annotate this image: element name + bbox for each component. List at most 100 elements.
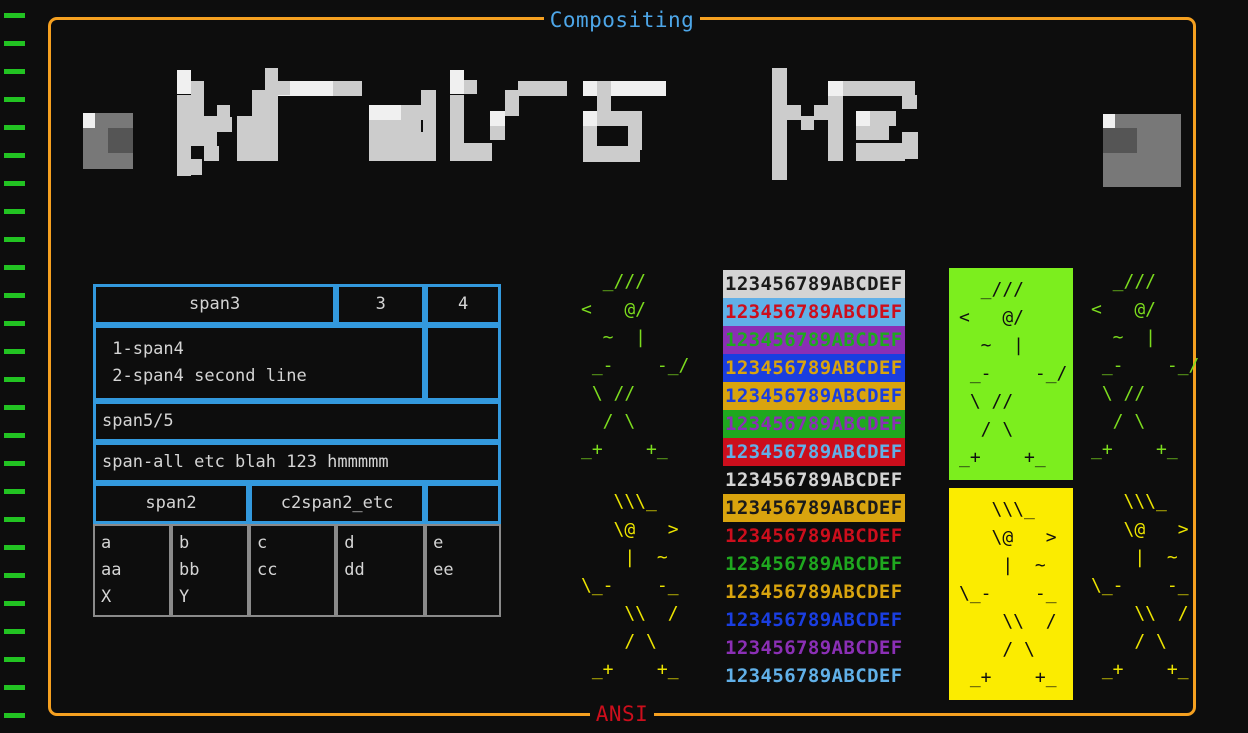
banner-pixel-block xyxy=(204,116,218,146)
banner-pixel-block xyxy=(191,81,205,95)
ansi-color-row: 123456789ABCDEF xyxy=(723,270,905,298)
panel-title-text: Compositing xyxy=(543,8,701,32)
banner-pixel-block xyxy=(278,81,333,96)
banner-pixel-block xyxy=(855,125,890,141)
banner-pixel-block xyxy=(828,95,843,161)
ascii-walker-green-right-top-2: _/// < @/ ~ | _- -_/ \ // / \ _+ +_ xyxy=(1091,271,1200,460)
banner-pixel-block xyxy=(333,81,362,96)
banner-pixel-block xyxy=(177,159,202,176)
banner-pixel-block xyxy=(177,94,192,176)
banner-pixel-block xyxy=(855,110,870,126)
rail-dash xyxy=(4,573,25,578)
table-cell: 4 xyxy=(425,284,501,325)
rail-dash xyxy=(4,209,25,214)
banner-pixel-block xyxy=(517,81,567,96)
banner-pixel-block xyxy=(369,144,422,161)
table-cell: span3 xyxy=(93,284,337,325)
banner-pixel-block xyxy=(265,103,279,115)
ascii-walker-yellow-highlight-bottom: \\\_ \@ > | ~ \_- -_ \\ / / \ _+ +_ xyxy=(949,488,1073,700)
banner-pixel-block xyxy=(278,81,291,95)
ansi-color-row: 123456789ABCDEF xyxy=(723,354,905,382)
rail-dash xyxy=(4,97,25,102)
table-cell: d dd xyxy=(336,524,426,617)
banner-pixel-block xyxy=(252,90,266,161)
rail-dash xyxy=(4,517,25,522)
table-cell: span-all etc blah 123 hmmmmm xyxy=(93,442,501,483)
banner-pixel-block xyxy=(855,143,905,161)
compositing-panel: Compositing ANSI span3 3 4 1-span4 2-span4… xyxy=(48,8,1199,726)
banner-pixel-block xyxy=(814,105,829,121)
table-row: span-all etc blah 123 hmmmmm xyxy=(93,442,501,483)
ascii-walker-yellow-left-bottom: \\\_ \@ > | ~ \_- -_ \\ / / \ _+ +_ xyxy=(581,491,679,680)
ansi-color-row: 123456789ABCDEF xyxy=(723,578,905,606)
banner-pixel-block xyxy=(490,125,505,141)
rail-dash xyxy=(4,13,25,18)
ansi-color-row: 123456789ABCDEF xyxy=(723,298,905,326)
panel-footer: ANSI xyxy=(51,701,1193,727)
ansi-color-row: 123456789ABCDEF xyxy=(723,550,905,578)
banner-pixel-block xyxy=(108,128,133,153)
banner-pixel-block xyxy=(772,160,787,180)
banner-pixel-block xyxy=(177,70,192,95)
banner-pixel-block xyxy=(83,152,133,169)
table-row: 1-span4 2-span4 second line xyxy=(93,325,501,401)
table-cell: 3 xyxy=(336,284,426,325)
banner-pixel-block xyxy=(369,120,422,145)
ansi-color-block-top: 123456789ABCDEF 123456789ABCDEF 123456789A… xyxy=(723,270,905,466)
ansi-color-row: 123456789ABCDEF xyxy=(723,606,905,634)
banner-pixel-block xyxy=(464,79,478,95)
table-body: span3 3 4 1-span4 2-span4 second line span5… xyxy=(93,284,501,617)
banner-pixel-block xyxy=(772,67,787,162)
banner-pixel-block xyxy=(828,81,843,96)
content-area: span3 3 4 1-span4 2-span4 second line span5… xyxy=(91,260,1241,710)
ansi-color-row: 123456789ABCDEF xyxy=(723,410,905,438)
table-cell xyxy=(425,483,501,524)
ansi-color-row: 123456789ABCDEF xyxy=(723,662,905,690)
ansi-color-row: 123456789ABCDEF xyxy=(723,466,905,494)
rail-dash xyxy=(4,349,25,354)
welcome-banner xyxy=(73,54,1181,214)
banner-pixel-block xyxy=(582,81,597,96)
table-cell xyxy=(425,325,501,401)
table-cell: span2 xyxy=(93,483,250,524)
ascii-walker-green-right-top: _/// < @/ ~ | _- -_/ \ // / \ _+ +_ xyxy=(581,271,690,460)
ansi-color-row: 123456789ABCDEF xyxy=(723,634,905,662)
banner-pixel-block xyxy=(611,81,666,96)
table-cell: c cc xyxy=(249,524,337,617)
ansi-color-row: 123456789ABCDEF xyxy=(723,494,905,522)
table-row: span3 3 4 xyxy=(93,284,501,325)
rail-dash xyxy=(4,405,25,410)
table-row: span2 c2span2_etc xyxy=(93,483,501,524)
banner-pixel-block xyxy=(450,143,492,161)
banner-pixel-block xyxy=(217,117,232,133)
banner-end-cap-right-hatch xyxy=(1103,128,1137,153)
rail-dash xyxy=(4,433,25,438)
banner-pixel-block xyxy=(869,110,896,126)
ascii-walker-green-highlight-top: _/// < @/ ~ | _- -_/ \ // / \ _+ +_ xyxy=(949,268,1073,480)
rail-dash xyxy=(4,69,25,74)
banner-pixel-block xyxy=(490,110,505,126)
banner-pixel-block xyxy=(902,94,917,110)
banner-pixel-block xyxy=(504,90,519,117)
left-dash-rail xyxy=(0,0,40,733)
banner-pixel-block xyxy=(421,90,436,121)
ansi-color-block-bottom: 123456789ABCDEF 123456789ABCDEF 123456789A… xyxy=(723,466,905,690)
rail-dash xyxy=(4,685,25,690)
rail-dash xyxy=(4,125,25,130)
rail-dash xyxy=(4,461,25,466)
banner-pixel-block xyxy=(902,132,918,160)
banner-pixel-block xyxy=(596,81,612,96)
rail-dash xyxy=(4,265,25,270)
table-cell: e ee xyxy=(425,524,501,617)
banner-pixel-block xyxy=(801,116,814,130)
table-row: span5/5 xyxy=(93,401,501,442)
layout-demo-table: span3 3 4 1-span4 2-span4 second line span5… xyxy=(93,284,501,617)
table-cell: 1-span4 2-span4 second line xyxy=(93,325,426,401)
ansi-color-row: 123456789ABCDEF xyxy=(723,382,905,410)
rail-dash xyxy=(4,321,25,326)
panel-footer-text: ANSI xyxy=(589,702,655,726)
banner-pixel-block xyxy=(628,122,643,150)
banner-pixel-block xyxy=(217,105,231,118)
banner-pixel-block xyxy=(582,145,640,162)
rail-dash xyxy=(4,237,25,242)
